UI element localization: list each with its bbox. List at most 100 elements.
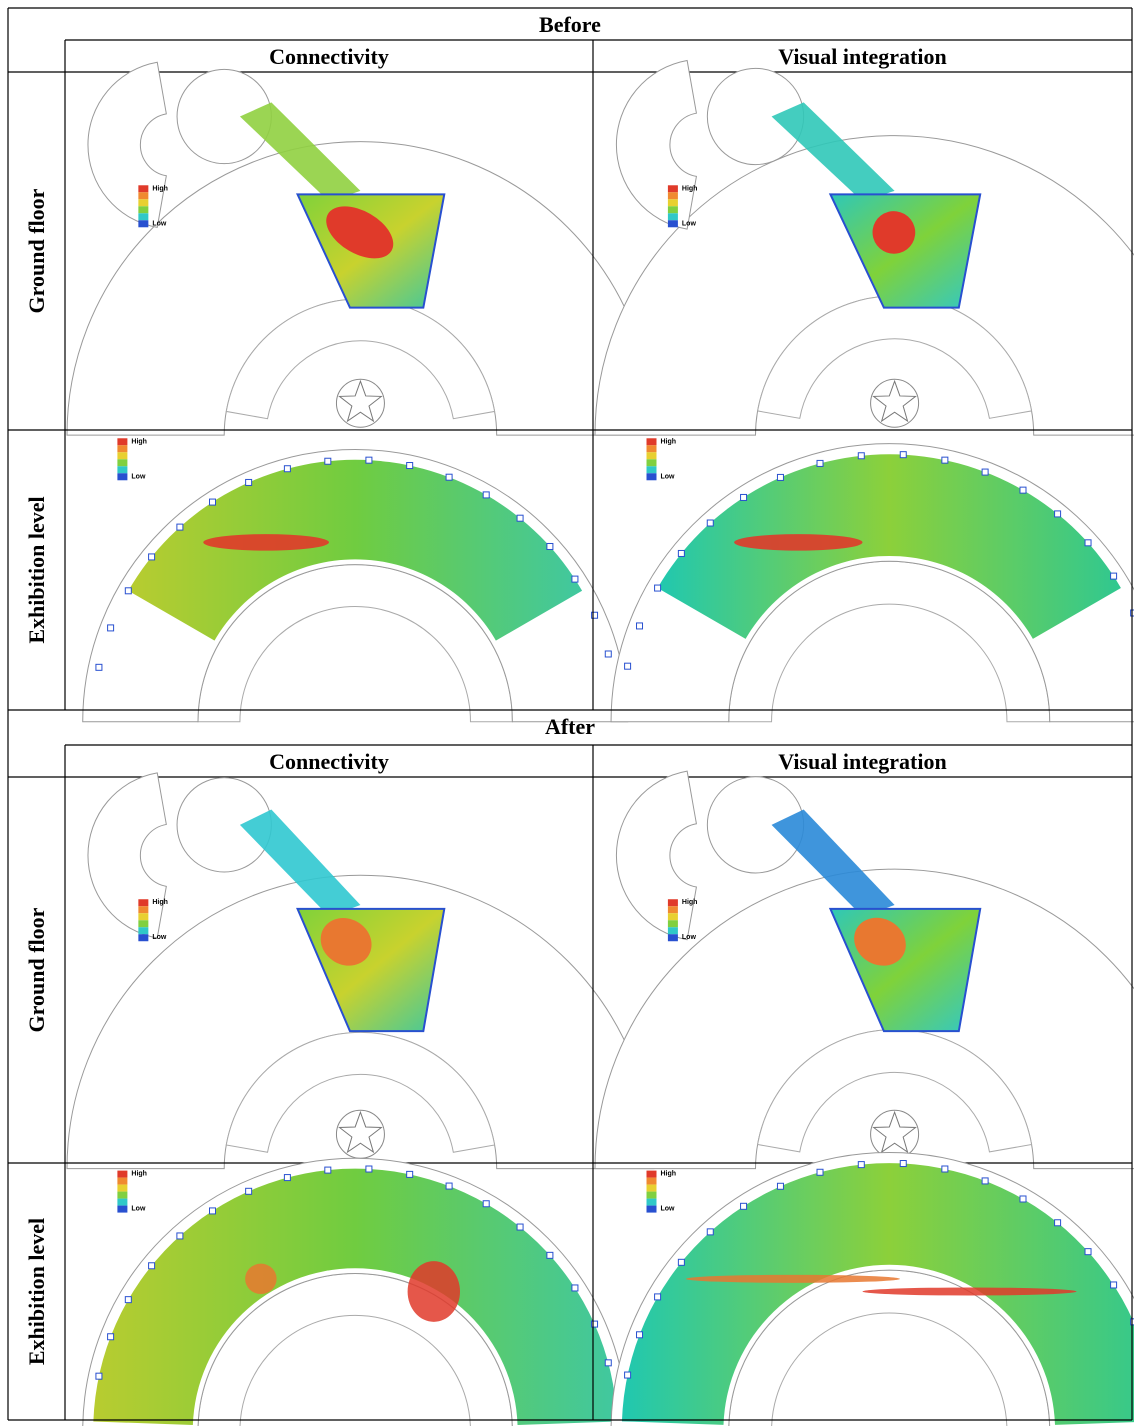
column-header: Connectivity bbox=[269, 44, 389, 69]
plan-outline bbox=[871, 379, 919, 427]
legend-swatch bbox=[647, 459, 657, 466]
legend-swatch bbox=[668, 913, 678, 920]
heatmap-peak bbox=[245, 1264, 276, 1294]
plan-window bbox=[547, 543, 553, 549]
plan-window bbox=[741, 1203, 747, 1209]
heatmap-peak bbox=[203, 534, 329, 551]
legend-low: Low bbox=[682, 220, 697, 227]
plan-window bbox=[572, 576, 578, 582]
plan-window bbox=[1020, 1196, 1026, 1202]
plan-window bbox=[446, 474, 452, 480]
legend-swatch bbox=[668, 920, 678, 927]
column-header: Visual integration bbox=[778, 44, 946, 69]
legend-swatch bbox=[668, 934, 678, 941]
heatmap-peak bbox=[863, 1288, 1077, 1296]
legend-swatch bbox=[647, 1199, 657, 1206]
legend-swatch bbox=[647, 438, 657, 445]
plan-window bbox=[655, 1294, 661, 1300]
plan-window bbox=[1055, 511, 1061, 517]
legend-swatch bbox=[138, 927, 148, 934]
plan-window bbox=[942, 1166, 948, 1172]
heatmap-peak bbox=[686, 1275, 900, 1283]
plan-window bbox=[777, 474, 783, 480]
legend-swatch bbox=[138, 185, 148, 192]
legend-low: Low bbox=[661, 1206, 676, 1213]
plan-window bbox=[210, 1208, 216, 1214]
plan-window bbox=[637, 1332, 643, 1338]
plan-window bbox=[1085, 1249, 1091, 1255]
plan-window bbox=[678, 1259, 684, 1265]
plan-image: HighLow bbox=[67, 773, 654, 1169]
plan-window bbox=[625, 1372, 631, 1378]
plan-window bbox=[900, 452, 906, 458]
row-label: Exhibition level bbox=[24, 496, 49, 643]
plan-window bbox=[125, 1297, 131, 1303]
legend-swatch bbox=[668, 206, 678, 213]
legend-low: Low bbox=[131, 1206, 146, 1213]
legend-low: Low bbox=[152, 220, 167, 227]
plan-outline bbox=[336, 1110, 384, 1158]
legend-high: High bbox=[131, 438, 147, 445]
legend-swatch bbox=[668, 906, 678, 913]
plan-window bbox=[982, 469, 988, 475]
plan-window bbox=[605, 1360, 611, 1366]
legend-swatch bbox=[138, 906, 148, 913]
legend-high: High bbox=[661, 438, 677, 445]
plan-window bbox=[246, 1188, 252, 1194]
plan-window bbox=[1020, 487, 1026, 493]
plan-window bbox=[777, 1183, 783, 1189]
plan-window bbox=[1085, 540, 1091, 546]
section-title: After bbox=[545, 714, 595, 739]
plan-window bbox=[900, 1161, 906, 1167]
legend-swatch bbox=[138, 199, 148, 206]
plan-outline bbox=[88, 62, 166, 227]
row-label: Ground floor bbox=[24, 188, 49, 313]
legend-swatch bbox=[668, 213, 678, 220]
legend-swatch bbox=[117, 1178, 127, 1185]
plan-window bbox=[678, 550, 684, 556]
plan-window bbox=[210, 499, 216, 505]
row-label: Exhibition level bbox=[24, 1218, 49, 1365]
plan-window bbox=[655, 585, 661, 591]
legend-high: High bbox=[661, 1171, 677, 1178]
heatmap-peak bbox=[734, 534, 862, 551]
legend-swatch bbox=[117, 452, 127, 459]
plan-window bbox=[1111, 1282, 1117, 1288]
plan-window bbox=[108, 1334, 114, 1340]
plan-outline bbox=[336, 379, 384, 427]
plan-window bbox=[177, 1233, 183, 1239]
plan-window bbox=[517, 515, 523, 521]
row-label: Ground floor bbox=[24, 907, 49, 1032]
plan-window bbox=[446, 1183, 452, 1189]
legend-swatch bbox=[117, 445, 127, 452]
plan-window bbox=[707, 1229, 713, 1235]
column-header: Visual integration bbox=[778, 749, 946, 774]
plan-window bbox=[125, 588, 131, 594]
plan-outline bbox=[871, 1110, 919, 1158]
legend-swatch bbox=[138, 920, 148, 927]
legend-swatch bbox=[138, 899, 148, 906]
plan-window bbox=[325, 1167, 331, 1173]
plan-window bbox=[707, 520, 713, 526]
legend-swatch bbox=[647, 1185, 657, 1192]
legend-high: High bbox=[152, 899, 168, 906]
plan-outline bbox=[616, 61, 696, 230]
legend-swatch bbox=[668, 899, 678, 906]
plan-window bbox=[572, 1285, 578, 1291]
legend-swatch bbox=[647, 1171, 657, 1178]
legend-swatch bbox=[138, 934, 148, 941]
legend-swatch bbox=[647, 1206, 657, 1213]
legend-swatch bbox=[647, 473, 657, 480]
legend-swatch bbox=[647, 466, 657, 473]
plan-window bbox=[407, 1171, 413, 1177]
plan-window bbox=[407, 463, 413, 469]
plan-window bbox=[284, 1175, 290, 1181]
plan-window bbox=[1055, 1220, 1061, 1226]
legend-swatch bbox=[117, 1192, 127, 1199]
legend-low: Low bbox=[682, 934, 697, 941]
plan-window bbox=[325, 458, 331, 464]
